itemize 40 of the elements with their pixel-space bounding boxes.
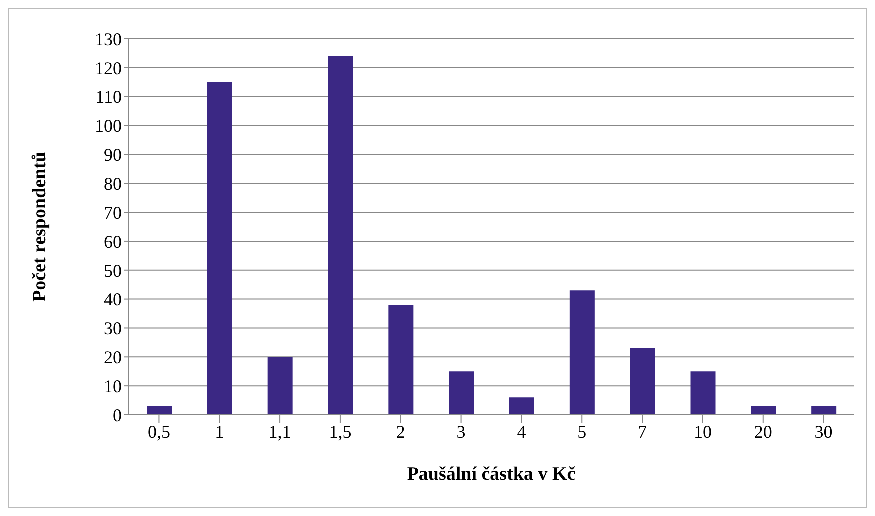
- x-tick-label: 1,1: [268, 422, 292, 442]
- y-tick-label: 90: [104, 145, 122, 166]
- y-tick-label: 70: [104, 202, 122, 223]
- y-tick-label: 60: [104, 232, 122, 252]
- bar: [207, 82, 232, 415]
- y-tick-label: 20: [104, 348, 122, 368]
- bar: [449, 372, 474, 415]
- y-tick-label: 110: [96, 87, 122, 108]
- x-tick-label: 4: [517, 422, 526, 442]
- y-tick-label: 100: [95, 116, 122, 136]
- y-tick-label: 120: [95, 58, 122, 78]
- x-tick-label: 3: [456, 422, 466, 442]
- x-tick-label: 1: [215, 422, 224, 442]
- bar: [630, 348, 656, 415]
- y-axis-title: Počet respondentů: [30, 152, 51, 302]
- y-tick-label: 80: [104, 174, 122, 194]
- x-tick-label: 5: [578, 422, 587, 442]
- x-tick-label: 7: [638, 422, 648, 442]
- x-tick-label: 1,5: [329, 422, 352, 442]
- bar: [510, 398, 534, 415]
- bar: [570, 290, 595, 415]
- y-tick-label: 10: [104, 376, 122, 396]
- x-axis-title: Paušální částka v Kč: [407, 464, 576, 485]
- x-tick-label: 2: [396, 422, 406, 442]
- bar: [147, 406, 172, 415]
- y-tick-label: 40: [104, 290, 122, 310]
- bar: [388, 305, 414, 415]
- bar: [268, 357, 293, 415]
- bar: [328, 56, 354, 415]
- y-tick-label: 30: [104, 318, 122, 339]
- y-tick-label: 50: [104, 260, 122, 281]
- bar: [690, 372, 716, 415]
- x-tick-label: 20: [754, 422, 772, 442]
- x-tick-label: 30: [814, 422, 833, 442]
- y-tick-label: 0: [113, 405, 122, 426]
- bar: [812, 406, 837, 415]
- bar: [751, 406, 776, 415]
- y-tick-label: 130: [95, 29, 122, 50]
- x-tick-label: 10: [694, 422, 712, 442]
- x-tick-label: 0,5: [148, 422, 170, 442]
